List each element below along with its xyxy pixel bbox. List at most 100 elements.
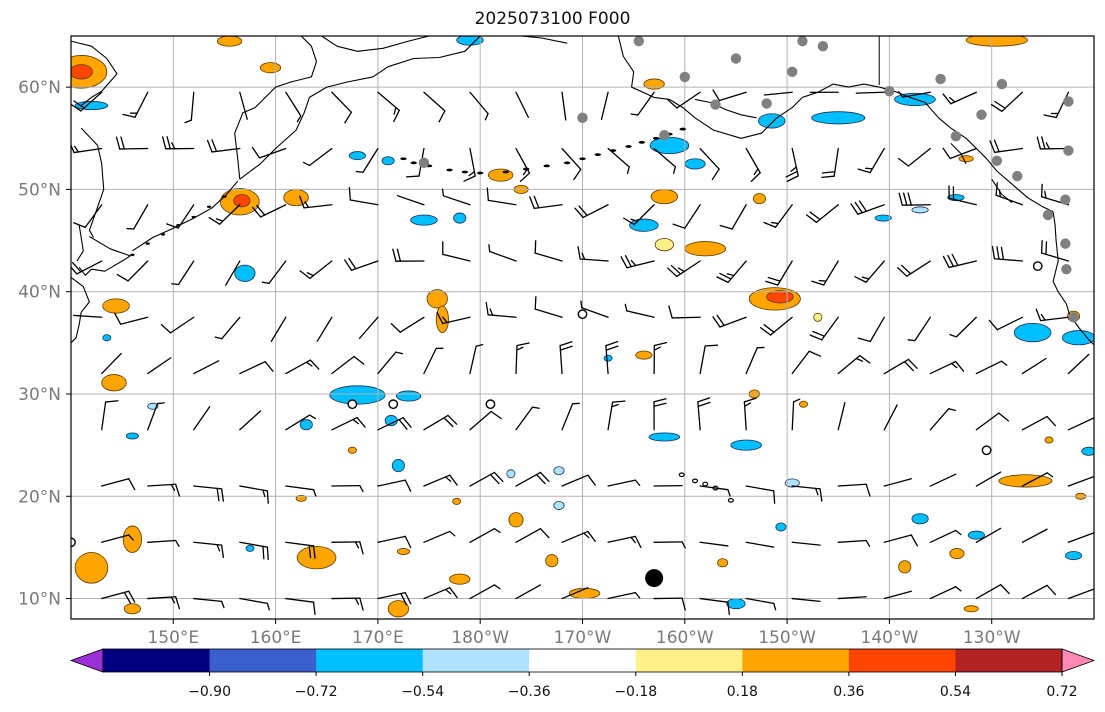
negative-contour: [874, 214, 892, 222]
wind-barb-flag: [211, 139, 218, 153]
wind-barb-flag: [1040, 313, 1046, 321]
wind-barb-staff: [239, 361, 266, 375]
wind-barb-flag: [354, 541, 360, 549]
wind-barb: [1067, 353, 1090, 375]
wind-barb-staff: [487, 199, 517, 206]
wind-barb: [71, 143, 103, 154]
wind-barb-flag: [165, 223, 179, 229]
wind-barb: [396, 195, 425, 206]
wind-barb-flag: [998, 412, 1010, 422]
wind-barb: [667, 91, 701, 109]
wind-barb-staff: [285, 485, 315, 491]
wind-barb-flag: [711, 168, 720, 181]
wind-barb-flag: [443, 417, 454, 428]
kuril-island: [145, 242, 150, 245]
wind-barb-staff: [883, 534, 912, 543]
wind-barb: [672, 204, 701, 229]
wind-barb-flag: [948, 408, 956, 412]
negative-contour: [811, 111, 866, 125]
wind-barb-flag: [220, 488, 225, 502]
wind-barb-flag: [580, 300, 583, 309]
negative-contour: [299, 419, 313, 431]
wind-barb: [126, 204, 149, 230]
wind-barb: [929, 408, 956, 431]
wind-barb: [653, 341, 668, 375]
negative-contour: [506, 469, 516, 479]
positive-contour: [396, 548, 411, 555]
wind-barb: [712, 314, 747, 328]
wind-barb: [837, 483, 871, 497]
wind-barb-flag: [942, 147, 951, 160]
wind-barb: [624, 303, 655, 318]
wind-barb-flag: [854, 201, 863, 214]
wind-barb: [745, 346, 765, 375]
wind-barb-flag: [770, 221, 779, 225]
wind-barb: [193, 360, 220, 375]
aleutian-island: [446, 168, 453, 172]
wind-barb-flag: [488, 244, 491, 253]
positive-contour: [654, 238, 674, 252]
wind-barb: [667, 260, 701, 278]
wind-barb-flag: [854, 276, 867, 283]
wind-barb: [161, 136, 195, 150]
coastline: [321, 36, 430, 52]
wind-barb-flag: [773, 602, 777, 611]
positive-contour: [487, 168, 514, 182]
wind-barb-flag: [993, 139, 1000, 153]
wind-barb: [1036, 136, 1070, 150]
wind-barb-staff: [119, 316, 149, 325]
wind-barb: [515, 584, 542, 600]
wind-barb-flag: [404, 535, 412, 549]
colorbar-tick-label: −0.90: [188, 684, 231, 700]
calm-wind-circle: [388, 399, 399, 410]
x-tick-label: 140°W: [861, 628, 919, 648]
calm-wind-circle: [1032, 261, 1043, 272]
wind-barb-flag: [344, 111, 353, 124]
wind-barb-flag: [559, 341, 573, 347]
positive-contour: [752, 193, 767, 205]
positive-contour: [296, 545, 337, 570]
wind-barb-flag: [950, 362, 958, 369]
wind-barb-flag: [630, 536, 636, 544]
wind-barb-flag: [942, 255, 950, 269]
coastline: [80, 127, 105, 238]
positive-contour: [998, 474, 1053, 488]
positive-contour: [766, 290, 794, 304]
wind-barb-flag: [587, 474, 596, 486]
wind-barb-staff: [147, 539, 177, 543]
wind-barb-flag: [865, 539, 871, 547]
wind-barb: [995, 182, 1024, 206]
wind-barb-flag: [668, 305, 673, 319]
hawaii-island: [727, 497, 734, 503]
wind-barb-flag: [897, 157, 910, 167]
colorbar-segment: [529, 649, 637, 672]
wind-barb-staff: [442, 253, 471, 262]
wind-barb-staff: [147, 357, 172, 375]
wind-barb-flag: [128, 478, 136, 491]
wind-barb-flag: [534, 296, 537, 310]
wind-barb-flag: [855, 357, 864, 362]
negative-contour: [234, 264, 256, 282]
wind-barb-flag: [623, 217, 635, 226]
wind-barb-flag: [352, 418, 359, 425]
wind-barb-flag: [681, 597, 686, 611]
wind-barb-flag: [449, 474, 458, 486]
wind-barb-flag: [156, 402, 165, 405]
wind-barb: [975, 471, 1002, 487]
wind-barb: [515, 91, 530, 119]
wind-barb: [699, 485, 731, 497]
positive-contour: [452, 497, 462, 505]
wind-barb: [942, 91, 978, 105]
observation-station-marker: [1012, 170, 1023, 182]
wind-barb-flag: [681, 541, 686, 549]
coastline: [76, 225, 84, 262]
wind-barb-staff: [883, 478, 912, 487]
wind-barb: [261, 260, 287, 285]
wind-barb: [239, 410, 262, 431]
colorbar: −0.90 −0.72 −0.54 −0.36 −0.18 0.18 0.36 0.54 0.7…: [69, 648, 1096, 700]
wind-barb-flag: [442, 316, 448, 324]
coastline: [78, 236, 131, 276]
wind-barb-staff: [270, 316, 287, 342]
wind-barb-flag: [989, 140, 996, 153]
colorbar-segment: [742, 649, 850, 672]
